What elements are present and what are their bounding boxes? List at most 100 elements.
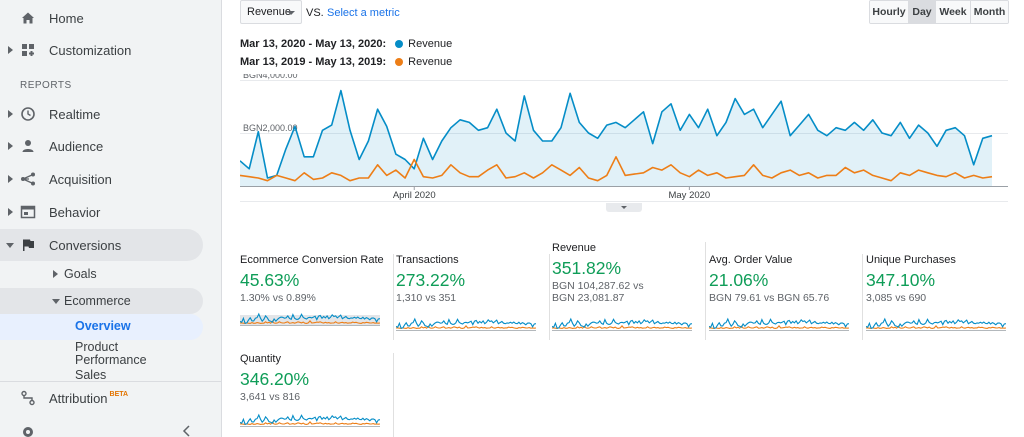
sidebar-item-acquisition[interactable]: Acquisition — [0, 165, 222, 193]
dashboard-icon — [22, 44, 34, 56]
clock-icon — [21, 107, 35, 121]
sidebar-sub-goals[interactable]: Goals — [0, 260, 203, 288]
sidebar-item-home[interactable]: Home — [0, 4, 222, 32]
scorecard-comparison: 3,641 vs 816 — [240, 391, 301, 403]
scorecard-comparison: 3,085 vs 690 — [866, 292, 927, 304]
legend-previous: Mar 13, 2019 - May 13, 2019: Revenue — [240, 56, 452, 68]
sidebar-item-label: Home — [49, 10, 84, 26]
sidebar-sub-sales[interactable]: Sales — [75, 368, 107, 382]
hourly-button[interactable]: Hourly — [870, 1, 909, 23]
sparkline — [240, 312, 380, 326]
sidebar-item-attribution[interactable]: Attribution BETA — [0, 384, 222, 412]
x-tick-label: May 2020 — [668, 190, 710, 201]
day-button[interactable]: Day — [909, 1, 936, 23]
legend-dot-previous — [395, 58, 404, 66]
sidebar-sub-label: Goals — [64, 267, 97, 281]
sparkline — [866, 317, 1006, 331]
sidebar-item-label: Audience — [49, 138, 104, 154]
expand-arrow-icon — [8, 110, 13, 118]
home-icon — [22, 12, 34, 24]
sidebar-sub-label: Performance — [75, 353, 147, 367]
week-button[interactable]: Week — [936, 1, 971, 23]
area-fill-current — [240, 90, 992, 186]
sidebar-item-label: Realtime — [49, 106, 101, 122]
metric-select-value: Revenue — [247, 6, 292, 18]
chevron-left-icon[interactable] — [182, 425, 192, 437]
metric-select[interactable]: Revenue — [240, 0, 302, 24]
sidebar-item-label: Attribution BETA — [49, 391, 128, 406]
gear-icon[interactable] — [20, 424, 36, 437]
collapse-arrow-icon — [6, 242, 14, 248]
scorecard-comparison: BGN 104,287.62 vs BGN 23,081.87 — [552, 280, 644, 304]
sidebar-item-behavior[interactable]: Behavior — [0, 198, 222, 226]
sparkline-current — [552, 317, 692, 329]
expand-arrow-icon — [8, 142, 13, 150]
attribution-icon — [21, 390, 35, 406]
scorecard-change-value: 21.06% — [709, 270, 769, 290]
sidebar-sub-label: Product — [75, 340, 119, 354]
sidebar-item-customization[interactable]: Customization — [0, 36, 222, 64]
sidebar-sub-ecommerce-row[interactable]: Ecommerce — [0, 287, 203, 315]
sidebar-sub-label: Ecommerce — [64, 294, 131, 308]
expand-arrow-icon — [8, 175, 13, 183]
scorecard-title: Quantity — [240, 353, 281, 365]
sidebar-item-label: Behavior — [49, 204, 101, 220]
scorecard-comparison: BGN 79.61 vs BGN 65.76 — [709, 292, 830, 304]
sidebar-sub-overview-label: Overview — [75, 319, 131, 333]
sparkline — [552, 317, 692, 331]
scorecard[interactable]: Quantity 346.20% 3,641 vs 816 — [240, 353, 394, 437]
chart-expand-toggle[interactable] — [606, 203, 642, 212]
sparkline-current — [240, 413, 380, 425]
flag-icon — [23, 239, 34, 251]
scorecard-title: Transactions — [396, 254, 459, 266]
scorecard[interactable]: Unique Purchases 347.10% 3,085 vs 690 — [866, 254, 1020, 340]
beta-badge: BETA — [109, 390, 129, 398]
sidebar-item-label: Acquisition — [49, 171, 112, 187]
sidebar-sub-ecommerce[interactable] — [0, 288, 203, 314]
sparkline-current — [709, 317, 849, 329]
series-line-current — [240, 89, 993, 179]
sparkline-current — [866, 317, 1006, 329]
scorecard[interactable]: Ecommerce Conversion Rate 45.63% 1.30% vs … — [240, 254, 394, 340]
legend-dot-current — [395, 40, 404, 48]
select-metric-link[interactable]: Select a metric — [327, 7, 400, 19]
revenue-line-chart[interactable]: BGN4,000.00 BGN2,000.00 April 2020 May 2020 — [240, 74, 1008, 206]
scorecard-comparison-line: BGN 104,287.62 vs — [552, 280, 644, 292]
month-button[interactable]: Month — [971, 1, 1008, 23]
sidebar-item-conversions-row[interactable]: Conversions — [0, 231, 203, 259]
scorecard-comparison-line: BGN 23,081.87 — [552, 292, 625, 304]
sidebar-item-audience[interactable]: Audience — [0, 132, 222, 160]
sparkline — [709, 317, 849, 331]
sparkline-area — [240, 315, 380, 325]
sparkline — [396, 317, 536, 331]
legend-range: Mar 13, 2019 - May 13, 2019: — [240, 56, 387, 68]
scorecard[interactable]: Avg. Order Value 21.06% BGN 79.61 vs BGN 6… — [709, 254, 863, 340]
expand-arrow-icon — [8, 46, 13, 54]
chevron-down-icon — [287, 11, 295, 15]
sidebar-item-label: Conversions — [49, 237, 122, 253]
sidebar-item-label: Customization — [49, 42, 132, 58]
scorecard-title: Ecommerce Conversion Rate — [240, 254, 384, 266]
scorecard-change-value: 45.63% — [240, 270, 300, 290]
expand-arrow-icon — [53, 270, 58, 278]
scorecard-title: Revenue — [552, 242, 597, 254]
scorecard[interactable]: Revenue 351.82% BGN 104,287.62 vs BGN 23,08… — [552, 242, 706, 340]
sidebar-sub-overview[interactable] — [0, 314, 203, 340]
scorecard-comparison: 1,310 vs 351 — [396, 292, 457, 304]
sparkline — [240, 413, 380, 427]
sidebar-sub-product-performance[interactable]: Product Performance — [75, 341, 147, 367]
vs-label: VS. — [306, 7, 324, 19]
scorecard-change-value: 346.20% — [240, 369, 310, 389]
divider — [0, 381, 222, 382]
sparkline-previous — [240, 421, 380, 425]
sparkline-previous — [552, 325, 692, 329]
attribution-label: Attribution — [49, 390, 108, 406]
y-tick-label: BGN2,000.00 — [243, 123, 298, 133]
sparkline-previous — [396, 325, 536, 329]
sidebar-item-realtime[interactable]: Realtime — [0, 100, 222, 128]
sparkline-previous — [240, 320, 380, 324]
legend-current: Mar 13, 2020 - May 13, 2020: Revenue — [240, 38, 452, 50]
scorecard[interactable]: Transactions 273.22% 1,310 vs 351 — [396, 254, 550, 340]
person-icon — [22, 140, 34, 152]
sidebar: Home Customization REPORTS Realtime Audi… — [0, 0, 222, 437]
